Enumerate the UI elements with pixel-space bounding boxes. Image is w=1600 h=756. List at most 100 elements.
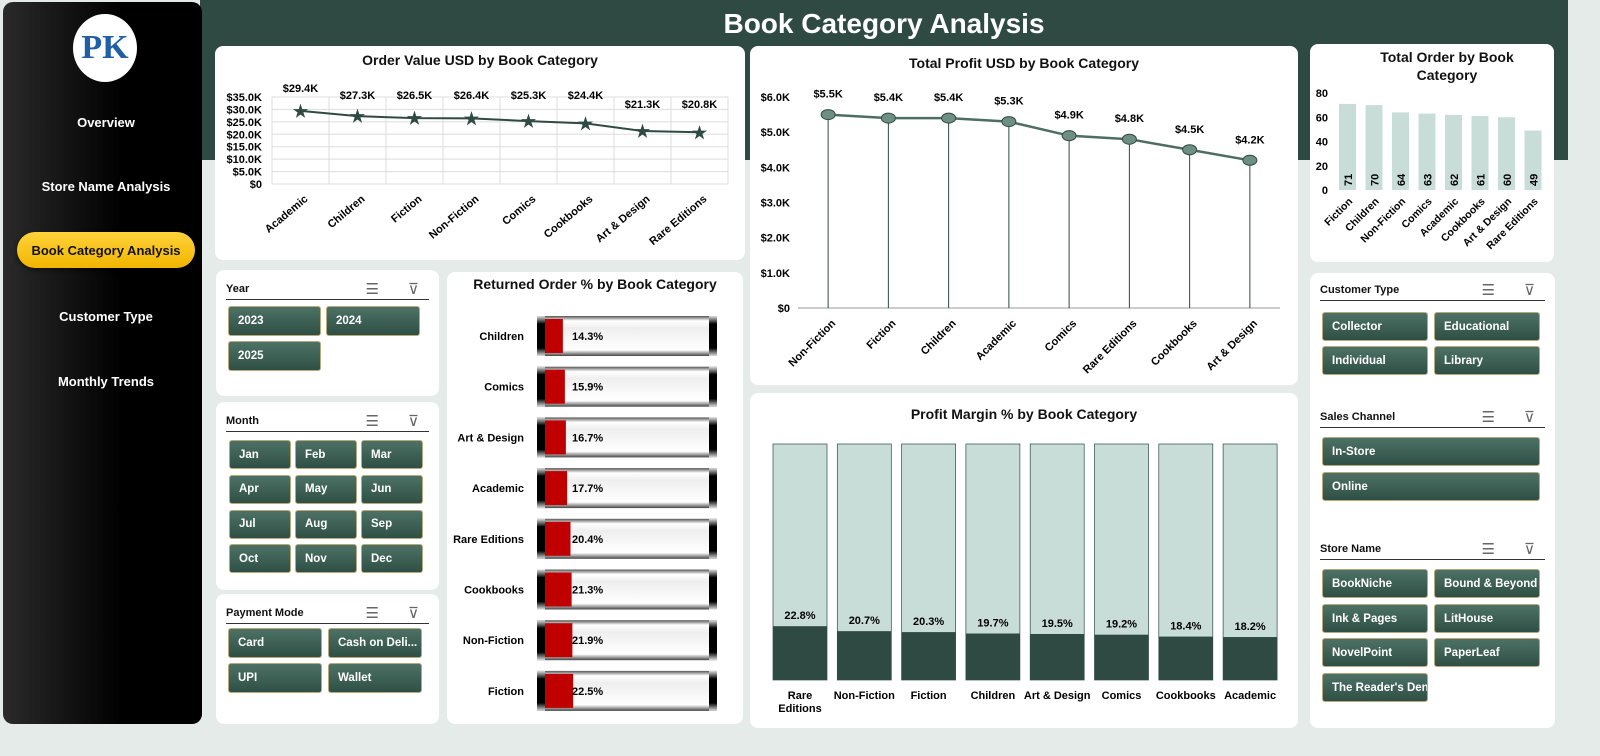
x-tick-label: Cookbooks [542,193,596,241]
slicer-option[interactable]: Jan [229,440,291,469]
data-label: 16.7% [572,432,603,444]
data-label: 19.2% [1106,619,1137,631]
slicer-option[interactable]: Educational [1434,312,1540,341]
multi-select-icon[interactable]: ☰ [365,280,379,298]
bar [1339,103,1356,190]
slicer-option[interactable]: Oct [229,544,291,574]
data-label: $5.4K [874,92,903,104]
y-tick-label: Rare Editions [453,534,524,546]
nav-store-name-analysis[interactable]: Store Name Analysis [41,178,171,194]
bar-cap [709,670,717,711]
multi-select-icon[interactable]: ☰ [1481,408,1495,426]
nav-book-category-analysis[interactable]: Book Category Analysis [17,232,195,268]
slicer-option[interactable]: 2024 [326,306,420,336]
slicer-option[interactable]: UPI [228,663,322,693]
total-profit-chart: $0 $1.0K $2.0K $3.0K $4.0K $5.0K $6.0K $5.5K Non… [761,89,1280,376]
slicer-option[interactable]: May [295,474,357,504]
clear-filter-icon[interactable]: ⊽ [1524,540,1535,558]
slicer-option[interactable]: Cash on Deli... [328,628,422,658]
bar-cap [537,620,545,661]
slicer-option[interactable]: Mar [361,440,423,469]
y-tick-label: $5.0K [233,167,262,179]
bar-cap [709,316,717,356]
slicer-option[interactable]: Collector [1322,312,1428,341]
bar-cap [537,468,545,509]
clear-filter-icon[interactable]: ⊽ [1524,408,1535,426]
data-label: 20.7% [849,615,880,627]
slicer-option[interactable]: Jun [361,474,423,504]
slicer-option[interactable]: LitHouse [1434,604,1540,633]
data-label: 63 [1423,174,1435,186]
x-tick-label: Cookbooks [1149,318,1200,369]
slicer-option[interactable]: PaperLeaf [1434,638,1540,667]
x-tick-label: Children [919,317,959,357]
page-title: Book Category Analysis [723,8,1045,39]
slicer-option[interactable]: Wallet [328,663,422,693]
multi-select-icon[interactable]: ☰ [1481,281,1495,299]
slicer-option[interactable]: 2023 [228,306,321,336]
slicer-option[interactable]: Dec [361,544,423,574]
y-tick-label: Art & Design [457,432,524,444]
slicer-option[interactable]: Jul [229,509,291,539]
slicer-option[interactable]: 2025 [228,341,321,371]
bar [1030,633,1085,680]
y-tick-label: 20 [1316,161,1328,173]
nav-customer-type[interactable]: Customer Type [59,308,153,324]
clear-filter-icon[interactable]: ⊽ [408,280,419,298]
y-tick-label: $0 [250,179,262,191]
slicer-option[interactable]: Bound & Beyond [1434,569,1540,598]
bar [1471,116,1489,190]
data-label: 19.5% [1042,618,1073,630]
data-label: $5.5K [813,89,842,101]
chart-title: Order Value USD by Book Category [362,52,598,68]
coin-marker [1061,130,1077,142]
clear-filter-icon[interactable]: ⊽ [408,412,419,430]
slicer-option[interactable]: BookNiche [1322,569,1428,598]
y-tick-label: $4.0K [761,162,790,174]
slicer-option[interactable]: Ink & Pages [1322,604,1428,633]
slicer-option[interactable]: Library [1434,346,1540,375]
total-order-chart-panel: Total Order by Book Category 0 20 40 60 80 71… [1310,44,1554,262]
slicer-option[interactable]: Sep [361,509,423,539]
y-tick-label: Cookbooks [464,585,524,597]
bar [1392,112,1409,190]
star-marker: ★ [407,109,423,128]
returned-order-chart-panel: Returned Order % by Book Category 14.3% C… [447,272,743,724]
multi-select-icon[interactable]: ☰ [365,412,379,430]
bar [1445,114,1462,190]
clear-filter-icon[interactable]: ⊽ [408,604,419,622]
slicer-title: Store Name [1320,542,1382,555]
bar-cap [537,417,545,458]
x-tick-label: Cookbooks [1156,690,1216,702]
clear-filter-icon[interactable]: ⊽ [1524,281,1535,299]
multi-select-icon[interactable]: ☰ [365,604,379,622]
star-marker: ★ [692,123,708,142]
y-tick-label: $5.0K [761,127,790,139]
profit-margin-chart: 22.8% Rare Editions 20.7% Non-Fiction 20.3% Fi… [772,443,1278,715]
month-slicer: Month ☰ ⊽ Jan Feb Mar Apr May Jun Jul Aug Sep Oct No… [216,402,439,590]
bar-cap [537,569,545,610]
slicer-option[interactable]: Individual [1322,346,1428,375]
profit-margin-chart-panel: Profit Margin % by Book Category 22.8% Ra… [750,393,1298,728]
multi-select-icon[interactable]: ☰ [1481,540,1495,558]
slicer-option[interactable]: Aug [295,509,357,539]
star-marker: ★ [578,114,594,133]
slicer-option[interactable]: Apr [229,474,291,504]
x-tick-label: Rare Editions [647,193,709,248]
slicer-option[interactable]: NovelPoint [1322,638,1428,667]
star-marker: ★ [293,102,309,121]
slicer-option[interactable]: Online [1322,472,1540,501]
slicer-option[interactable]: The Reader's Den [1322,673,1428,702]
nav-overview[interactable]: Overview [77,114,135,130]
slicer-option[interactable]: Feb [295,440,357,469]
bar-cap [709,620,717,661]
data-label: 64 [1396,173,1408,186]
nav-monthly-trends[interactable]: Monthly Trends [57,373,155,389]
slicer-option[interactable]: In-Store [1322,437,1540,466]
slicer-option[interactable]: Nov [295,544,357,574]
logo: PK [73,14,137,82]
slicer-option[interactable]: Card [228,628,322,658]
bar [837,631,892,680]
data-label: 60 [1502,174,1514,186]
data-label: 18.2% [1234,621,1265,633]
